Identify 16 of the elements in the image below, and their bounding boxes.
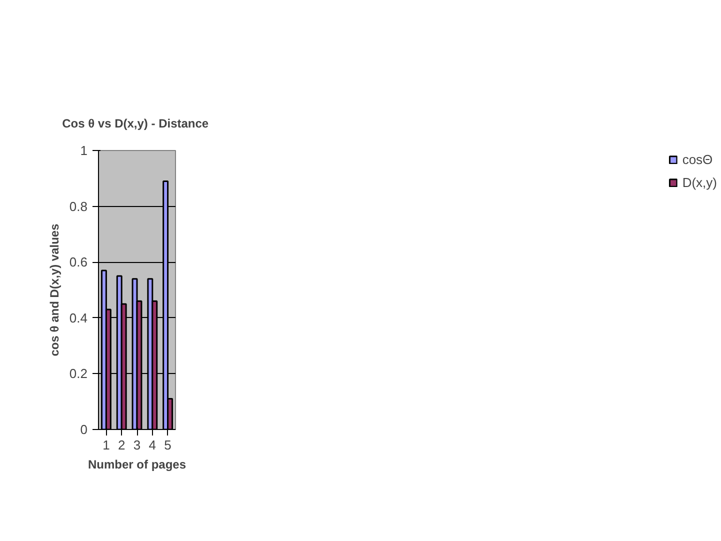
x-tick-label: 3 — [133, 438, 141, 452]
y-tick-label: 0.6 — [69, 254, 88, 270]
x-tick-label: 2 — [118, 438, 126, 452]
y-tick-label: 0.2 — [69, 366, 88, 382]
y-tick-label: 0.8 — [69, 198, 88, 214]
y-tick-label: 1 — [80, 143, 88, 158]
legend-label: D(x,y) — [682, 175, 717, 190]
legend-label: cosΘ — [682, 152, 713, 167]
x-tick-label: 1 — [102, 438, 110, 452]
x-tick-label: 5 — [164, 438, 172, 452]
y-tick-label: 0 — [80, 422, 88, 437]
x-tick-label: 4 — [148, 438, 156, 452]
y-axis-title: cos θ and D(x,y) values — [47, 223, 62, 356]
x-axis-title: Number of pages — [88, 458, 186, 472]
chart-title: Cos θ vs D(x,y) - Distance — [62, 116, 209, 130]
y-tick-label: 0.4 — [69, 310, 88, 326]
